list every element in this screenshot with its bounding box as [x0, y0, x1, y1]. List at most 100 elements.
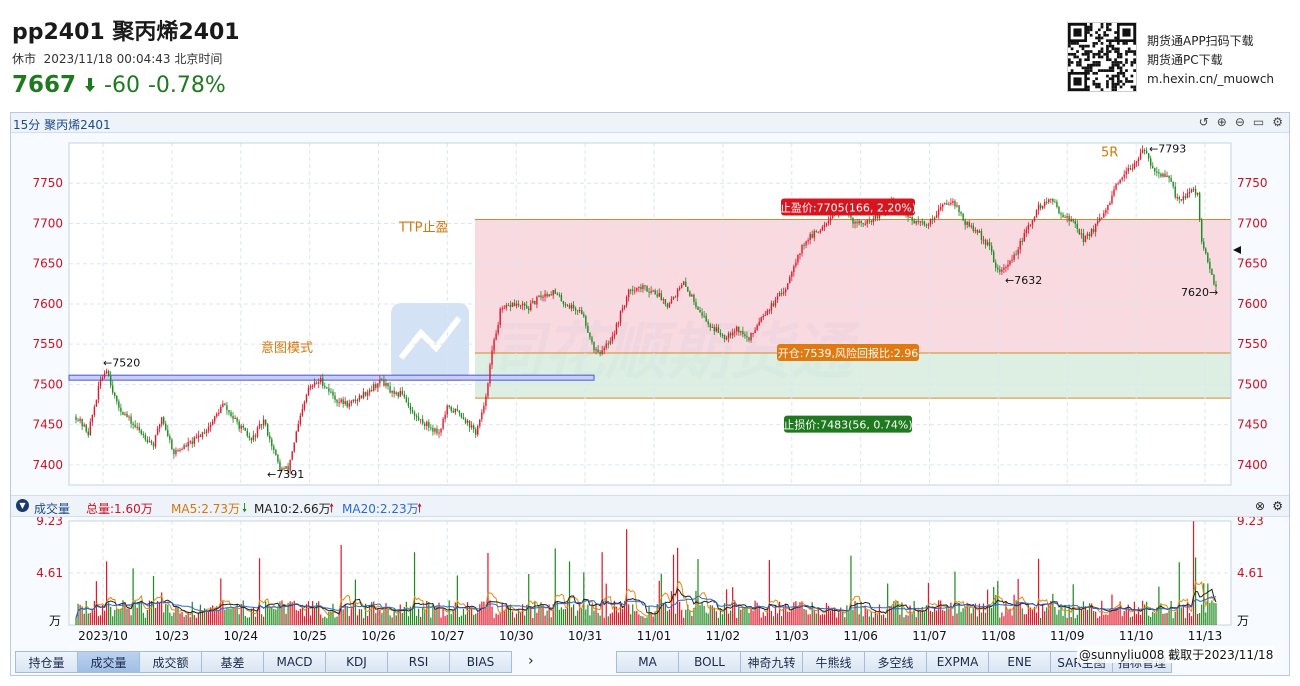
candle-body: [495, 333, 497, 340]
qr-module: [1070, 42, 1074, 45]
candle-body: [340, 399, 342, 403]
candle-body: [109, 375, 112, 386]
indicator-button-4[interactable]: MACD: [263, 651, 326, 673]
qr-module: [1095, 63, 1098, 67]
overlay-button-6[interactable]: ENE: [988, 651, 1051, 673]
candle-body: [1192, 188, 1195, 190]
candle-body: [175, 450, 177, 455]
indicator-button-6[interactable]: RSI: [387, 651, 450, 673]
qr-module: [1100, 88, 1104, 91]
indicator-button-5[interactable]: KDJ: [325, 651, 388, 673]
candle-body: [99, 379, 102, 386]
candle-body: [373, 384, 375, 391]
vol-gear-icon[interactable]: ⚙: [1272, 499, 1283, 513]
more-arrow-icon[interactable]: ›: [528, 653, 534, 669]
candle-body: [307, 387, 310, 395]
overlay-button-0[interactable]: MA: [616, 651, 679, 673]
panel-toolbar: 15分 聚丙烯2401 ↺ ⊕ ⊖ ▭ ⚙: [11, 113, 1289, 133]
candle-body: [805, 241, 807, 246]
settings-icon[interactable]: ⚙: [1272, 115, 1283, 129]
indicator-button-3[interactable]: 基差: [201, 651, 264, 673]
candle-body: [550, 294, 552, 296]
indicator-button-0[interactable]: 持仓量: [15, 651, 78, 673]
qr-module: [1084, 69, 1088, 72]
candle-body: [1123, 174, 1125, 178]
y-tick-right: 7700: [1237, 216, 1268, 230]
candle-body: [101, 377, 104, 380]
overlay-button-1[interactable]: BOLL: [678, 651, 741, 673]
qr-module: [1130, 63, 1134, 67]
candle-body: [976, 229, 979, 233]
undo-icon[interactable]: ↺: [1198, 115, 1209, 129]
y-tick-right: 7450: [1237, 418, 1268, 432]
qr-module: [1103, 33, 1107, 37]
indicator-button-2[interactable]: 成交额: [139, 651, 202, 673]
window-icon[interactable]: ▭: [1252, 115, 1265, 129]
candle-body: [703, 315, 705, 317]
indicator-button-1[interactable]: 成交量: [77, 651, 140, 673]
candle-body: [525, 305, 528, 309]
candle-body: [362, 391, 365, 398]
candle-body: [165, 423, 167, 430]
candle-body: [768, 310, 771, 312]
zoom-out-icon[interactable]: ⊖: [1234, 115, 1245, 129]
qr-module: [1116, 55, 1120, 59]
overlay-button-3[interactable]: 牛熊线: [802, 651, 865, 673]
qr-module: [1122, 42, 1126, 45]
candle-body: [1078, 229, 1081, 235]
promo-pc[interactable]: 期货通PC下载: [1147, 53, 1223, 67]
qr-module: [1095, 36, 1098, 40]
candle-body: [411, 410, 414, 413]
qr-module: [1097, 63, 1101, 67]
candle-body: [919, 221, 921, 223]
candle-body: [260, 424, 263, 426]
candle-body: [1182, 196, 1185, 201]
promo-app[interactable]: 期货通APP扫码下载: [1147, 34, 1254, 48]
qr-module: [1114, 50, 1117, 53]
candle-body: [854, 221, 856, 224]
candle-body: [581, 310, 583, 315]
candle-body: [399, 391, 401, 397]
qr-module: [1092, 63, 1096, 67]
zoom-in-icon[interactable]: ⊕: [1216, 115, 1227, 129]
promo-url[interactable]: m.hexin.cn/_muowch: [1147, 72, 1275, 86]
candle-body: [128, 416, 130, 418]
qr-module: [1111, 39, 1115, 43]
qr-module: [1087, 66, 1090, 70]
candle-body: [1168, 175, 1170, 179]
candle-body: [364, 391, 367, 396]
candle-body: [532, 300, 534, 304]
collapse-icon[interactable]: ▼: [16, 499, 29, 512]
candle-body: [1058, 206, 1060, 214]
candle-body: [103, 373, 106, 378]
qr-module: [1130, 74, 1134, 78]
candle-body: [1076, 223, 1079, 230]
candle-body: [680, 284, 683, 288]
candle-body: [613, 334, 616, 337]
overlay-button-4[interactable]: 多空线: [864, 651, 927, 673]
candle-body: [1094, 223, 1097, 232]
candle-body: [534, 300, 536, 305]
vol-settings-icon[interactable]: ⊗: [1254, 499, 1265, 513]
indicator-button-7[interactable]: BIAS: [449, 651, 512, 673]
candle-body: [185, 445, 187, 447]
candle-body: [1080, 233, 1083, 235]
candle-body: [454, 408, 457, 413]
candle-body: [817, 232, 820, 234]
candle-body: [984, 239, 987, 245]
qr-module: [1106, 74, 1109, 78]
candle-body: [1056, 201, 1058, 207]
overlay-button-5[interactable]: EXPMA: [926, 651, 989, 673]
candle-body: [430, 427, 432, 429]
candle-body: [546, 293, 548, 297]
price-chart[interactable]: 同花顺期货通7750775077007700765076507600760075…: [11, 133, 1289, 495]
qr-module: [1116, 50, 1120, 53]
qr-module: [1103, 69, 1107, 72]
candle-body: [778, 292, 781, 297]
volume-chart[interactable]: 2023/10 10/23 10/24 10/25 10/26 10/27 10/30 10/…: [11, 517, 1289, 651]
overlay-button-2[interactable]: 神奇九转: [740, 651, 803, 673]
candle-body: [468, 420, 471, 428]
qr-module: [1114, 85, 1117, 89]
candle-body: [960, 212, 962, 214]
candle-body: [864, 223, 866, 225]
